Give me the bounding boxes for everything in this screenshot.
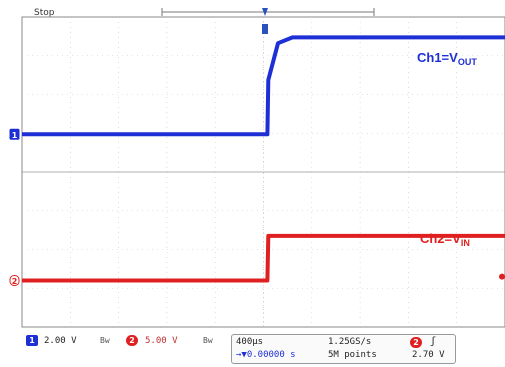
ch2-badge[interactable]: 2 (126, 335, 138, 346)
trigger-level: 2.70 V (412, 350, 445, 360)
graticule (21, 16, 505, 328)
trigger-slope-icon: ʃ (430, 336, 437, 347)
ch1-ground-marker-box (9, 128, 20, 140)
traces: 12 (9, 35, 505, 286)
ch2-bandwidth-icon: Bw (203, 336, 213, 345)
trace-ch2-vin (22, 233, 505, 283)
ch1-bandwidth-icon: Bw (100, 336, 110, 345)
ch1-ground-marker-label: 1 (12, 131, 18, 140)
ch2-label-main: Ch2=V (420, 231, 461, 246)
status-bar: 1 2.00 V Bw 2 5.00 V Bw 400µs →▼0.00000 … (0, 330, 505, 367)
trace-ch1-vout (22, 35, 505, 137)
ch2-label-subscript: IN (461, 238, 470, 248)
sample-rate: 1.25GS/s (328, 337, 372, 347)
ch2-ground-marker-box (9, 275, 20, 286)
ch1-ground-marker: 1 (9, 128, 20, 140)
trace-labels: Ch1=VOUT Ch2=VIN (417, 50, 505, 280)
ch2-scale: 5.00 V (145, 336, 178, 346)
record-view-indicator (161, 8, 375, 34)
ch1-scale: 2.00 V (44, 336, 77, 346)
record-length: 5M points (328, 350, 377, 360)
trigger-source-badge: 2 (410, 337, 422, 348)
horizontal-settings[interactable]: 400µs →▼0.00000 s 1.25GS/s 5M points 2 ʃ… (231, 334, 456, 364)
ch2-trace-label: Ch2=VIN (420, 231, 470, 248)
trigger-position-marker (262, 8, 268, 16)
horizontal-position: →▼0.00000 s (236, 350, 296, 360)
timebase: 400µs (236, 337, 264, 347)
trigger-level-indicator (499, 273, 505, 280)
ch1-label-main: Ch1=V (417, 50, 458, 65)
ch1-trace-label: Ch1=VOUT (417, 50, 477, 67)
acquisition-status: Stop (34, 8, 55, 18)
ch1-badge[interactable]: 1 (26, 335, 38, 346)
ch1-label-subscript: OUT (458, 57, 478, 67)
ch2-ground-marker: 2 (9, 275, 20, 286)
ch2-ground-marker-label: 2 (12, 277, 18, 286)
expansion-point-marker (262, 24, 268, 34)
